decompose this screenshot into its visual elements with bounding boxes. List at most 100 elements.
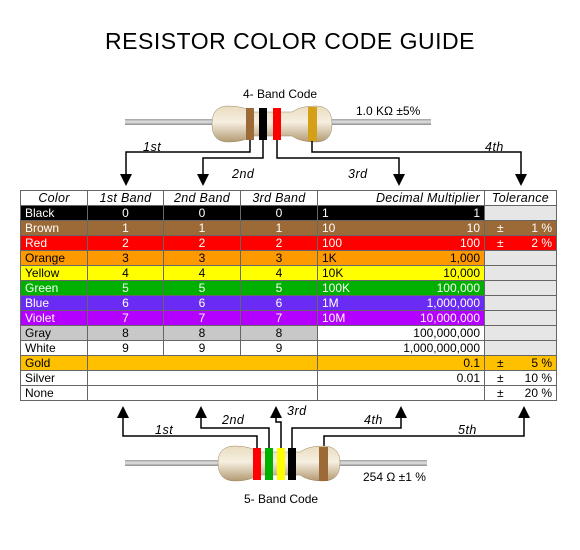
band3-cell: 6 [240, 295, 318, 311]
tolerance-sign: ± [497, 371, 504, 385]
multiplier-value: 10 [466, 221, 480, 235]
top-band-3 [273, 108, 281, 140]
multiplier-value: 10,000,000 [419, 311, 480, 325]
bottom-label-5th: 5th [458, 423, 477, 437]
multiplier-value: 1,000 [449, 251, 480, 265]
color-name-cell: White [20, 340, 88, 356]
table-row-white: White 9 9 9 1,000,000,000 [20, 340, 557, 356]
header-band2: 2nd Band [163, 190, 241, 206]
table-row-gray: Gray 8 8 8 100,000,000 [20, 325, 557, 341]
multiplier-value: 100,000,000 [413, 326, 480, 340]
table-row-yellow: Yellow 4 4 4 10K 10,000 [20, 265, 557, 281]
table-row-gold: Gold 0.1 ±5 % [20, 355, 557, 371]
bottom-band-1 [253, 448, 261, 480]
top-label-4th: 4th [485, 140, 504, 154]
bottom-connectors [117, 406, 530, 448]
multiplier-value: 100 [459, 236, 480, 250]
bottom-band-2 [265, 448, 273, 480]
multiplier-value: 100,000 [436, 281, 480, 295]
multiplier-cell [317, 385, 485, 401]
band3-cell: 7 [240, 310, 318, 326]
color-code-table: Color 1st Band 2nd Band 3rd Band Decimal… [20, 190, 557, 401]
tolerance-value: 2 % [531, 236, 552, 250]
multiplier-value: 1,000,000,000 [403, 341, 480, 355]
tolerance-sign: ± [497, 236, 504, 250]
band3-cell: 3 [240, 250, 318, 266]
multiplier-value: 0.1 [463, 356, 480, 370]
table-row-none: None ±20 % [20, 385, 557, 401]
table-row-brown: Brown 1 1 1 10 10 ±1 % [20, 220, 557, 236]
table-row-blue: Blue 6 6 6 1M 1,000,000 [20, 295, 557, 311]
tolerance-cell: ±20 % [484, 385, 557, 401]
multiplier-cell: 100,000,000 [317, 325, 485, 341]
color-name-cell: Brown [20, 220, 88, 236]
multiplier-short: 10K [322, 266, 344, 280]
multiplier-short: 1K [322, 251, 337, 265]
tolerance-value: 20 % [524, 386, 552, 400]
band1-cell: 9 [87, 340, 164, 356]
multiplier-cell: 1M 1,000,000 [317, 295, 485, 311]
tolerance-cell [484, 265, 557, 281]
band3-cell: 4 [240, 265, 318, 281]
band3-cell: 1 [240, 220, 318, 236]
table-row-black: Black 0 0 0 1 1 [20, 205, 557, 221]
five-band-value: 254 Ω ±1 % [363, 470, 426, 484]
band2-cell: 0 [163, 205, 241, 221]
four-band-value: 1.0 KΩ ±5% [356, 104, 421, 118]
band2-cell: 6 [163, 295, 241, 311]
bottom-label-3rd: 3rd [287, 404, 307, 418]
band1-cell: 0 [87, 205, 164, 221]
tolerance-value: 10 % [524, 371, 552, 385]
five-band-resistor [125, 445, 427, 482]
multiplier-cell: 100K 100,000 [317, 280, 485, 296]
color-name-cell: Green [20, 280, 88, 296]
band3-cell: 0 [240, 205, 318, 221]
tolerance-cell: ±2 % [484, 235, 557, 251]
tolerance-sign: ± [497, 221, 504, 235]
top-band-2 [259, 108, 267, 140]
header-color: Color [20, 190, 88, 206]
multiplier-short: 10M [322, 311, 346, 325]
color-name-cell: Gray [20, 325, 88, 341]
table-row-orange: Orange 3 3 3 1K 1,000 [20, 250, 557, 266]
header-multiplier: Decimal Multiplier [317, 190, 485, 206]
band1-cell: 8 [87, 325, 164, 341]
four-band-resistor [125, 105, 431, 143]
bottom-band-4 [288, 448, 296, 480]
multiplier-value: 10,000 [443, 266, 480, 280]
tolerance-sign: ± [497, 386, 504, 400]
tolerance-cell: ±1 % [484, 220, 557, 236]
bottom-label-2nd: 2nd [222, 413, 245, 427]
tolerance-cell [484, 250, 557, 266]
band2-cell: 1 [163, 220, 241, 236]
band1-cell: 5 [87, 280, 164, 296]
top-band-1 [246, 108, 254, 140]
top-band-4 [308, 107, 317, 141]
multiplier-value: 0.01 [456, 371, 480, 385]
top-label-3rd: 3rd [348, 167, 368, 181]
multiplier-value: 1,000,000 [426, 296, 480, 310]
bottom-band-3 [277, 448, 285, 480]
four-band-caption: 4- Band Code [243, 87, 318, 101]
band-blank-cell [87, 385, 318, 401]
band-blank-cell [87, 370, 318, 386]
multiplier-short: 10 [322, 221, 336, 235]
five-band-caption: 5- Band Code [244, 492, 319, 506]
table-row-red: Red 2 2 2 100 100 ±2 % [20, 235, 557, 251]
top-label-1st: 1st [143, 140, 162, 154]
bottom-label-1st: 1st [155, 423, 174, 437]
band1-cell: 3 [87, 250, 164, 266]
tolerance-value: 5 % [531, 356, 552, 370]
multiplier-value: 1 [473, 206, 480, 220]
tolerance-value: 1 % [531, 221, 552, 235]
top-resistor-body [211, 105, 333, 143]
multiplier-cell: 0.01 [317, 370, 485, 386]
top-connectors [120, 140, 527, 186]
bottom-band-5 [319, 447, 328, 481]
tolerance-cell: ±5 % [484, 355, 557, 371]
color-name-cell: Blue [20, 295, 88, 311]
bottom-label-4th: 4th [364, 413, 383, 427]
top-label-2nd: 2nd [232, 167, 255, 181]
band1-cell: 4 [87, 265, 164, 281]
color-name-cell: Black [20, 205, 88, 221]
